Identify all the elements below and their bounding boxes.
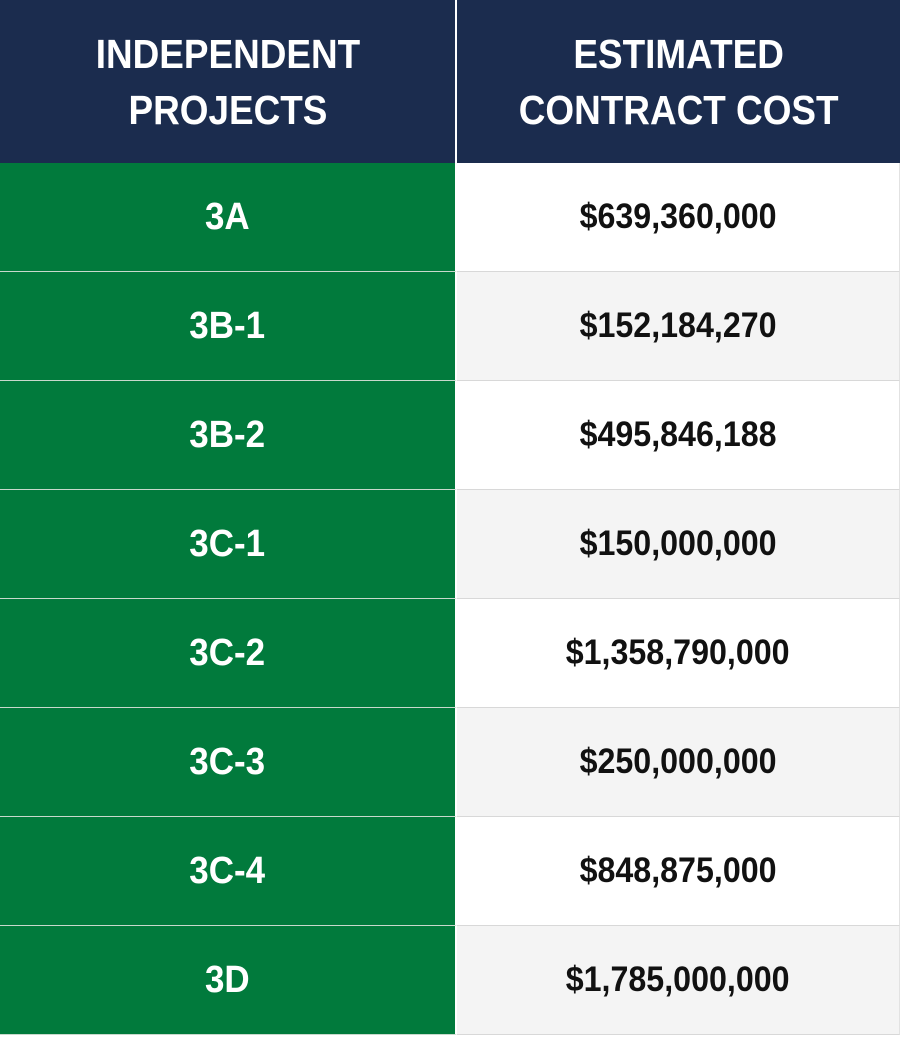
project-label: 3C-2 xyxy=(189,631,266,674)
header-label: ESTIMATED CONTRACT COST xyxy=(518,30,839,133)
header-independent-projects: INDEPENDENT PROJECTS xyxy=(0,0,457,163)
project-label: 3D xyxy=(205,958,250,1001)
cost-cell: $639,360,000 xyxy=(457,163,900,272)
project-cell: 3C-3 xyxy=(0,708,457,817)
cost-value: $1,358,790,000 xyxy=(566,633,790,672)
project-cell: 3C-1 xyxy=(0,490,457,599)
cost-cell: $848,875,000 xyxy=(457,817,900,926)
header-label: INDEPENDENT PROJECTS xyxy=(95,30,360,133)
project-cell: 3B-2 xyxy=(0,381,457,490)
cost-value: $150,000,000 xyxy=(579,524,777,563)
project-label: 3A xyxy=(205,195,250,238)
cost-value: $1,785,000,000 xyxy=(566,960,790,999)
project-cell: 3C-2 xyxy=(0,599,457,708)
project-cell: 3B-1 xyxy=(0,272,457,381)
cost-cell: $1,785,000,000 xyxy=(457,926,900,1035)
cost-value: $848,875,000 xyxy=(579,851,777,890)
project-label: 3B-2 xyxy=(189,413,266,456)
project-label: 3B-1 xyxy=(189,304,266,347)
cost-value: $639,360,000 xyxy=(579,197,777,236)
project-cell: 3D xyxy=(0,926,457,1035)
cost-cell: $495,846,188 xyxy=(457,381,900,490)
project-cell: 3C-4 xyxy=(0,817,457,926)
project-cell: 3A xyxy=(0,163,457,272)
cost-value: $250,000,000 xyxy=(579,742,777,781)
cost-cell: $150,000,000 xyxy=(457,490,900,599)
project-label: 3C-3 xyxy=(189,740,266,783)
cost-cell: $250,000,000 xyxy=(457,708,900,817)
cost-value: $152,184,270 xyxy=(579,306,777,345)
cost-cell: $152,184,270 xyxy=(457,272,900,381)
cost-cell: $1,358,790,000 xyxy=(457,599,900,708)
project-label: 3C-1 xyxy=(189,522,266,565)
cost-value: $495,846,188 xyxy=(579,415,777,454)
header-estimated-contract-cost: ESTIMATED CONTRACT COST xyxy=(457,0,900,163)
project-label: 3C-4 xyxy=(189,849,266,892)
